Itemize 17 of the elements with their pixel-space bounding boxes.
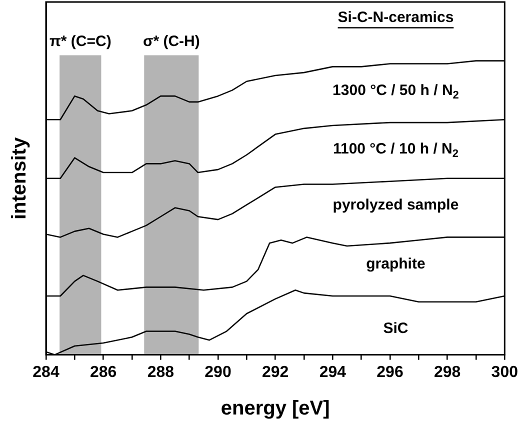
x-tick-label: 290 [204,364,232,381]
x-tick-label: 300 [491,364,518,381]
series-label: SiC [383,320,408,338]
x-tick-label: 294 [319,364,346,381]
band-label: σ* (C-H) [142,33,200,50]
x-tick-label: 286 [90,364,117,381]
y-axis-title: intensity [8,136,31,220]
x-tick-label: 298 [434,364,461,381]
x-axis-title: energy [eV] [220,398,330,420]
x-tick-label: 288 [147,364,174,381]
x-tick-label: 296 [376,364,404,381]
band-label: π* (C=C) [49,33,112,50]
x-tick-label: 292 [262,364,289,381]
series-label: graphite [366,255,426,272]
series-label: pyrolyzed sample [332,196,459,214]
text: Si-C-N-ceramics [338,9,454,26]
x-tick-label: 284 [32,364,60,381]
